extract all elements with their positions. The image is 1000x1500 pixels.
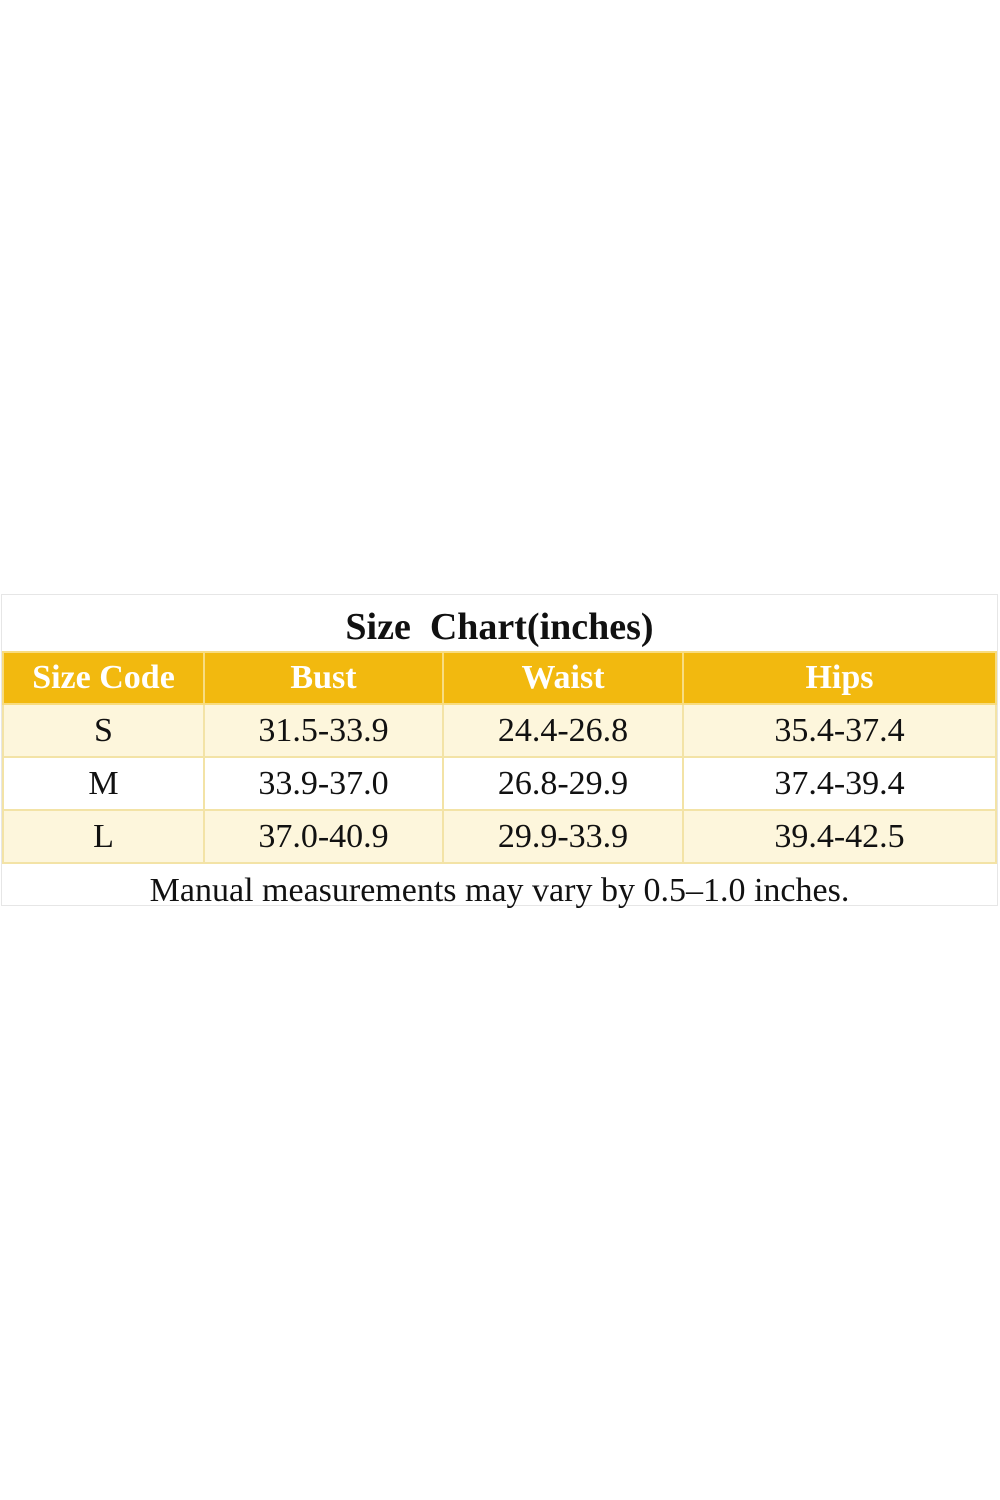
footer-note: Manual measurements may vary by 0.5–1.0 … — [149, 872, 850, 909]
table-cell: S — [2, 703, 205, 758]
table-cell: L — [2, 809, 205, 864]
table-cell: 31.5-33.9 — [203, 703, 444, 758]
column-header: Waist — [442, 651, 684, 705]
table-cell: 37.4-39.4 — [682, 756, 997, 811]
table-cell: 29.9-33.9 — [442, 809, 684, 864]
header-row: Size Code Bust Waist Hips — [2, 651, 997, 705]
table-row: S 31.5-33.9 24.4-26.8 35.4-37.4 — [2, 703, 997, 758]
size-chart: Size Chart(inches) Size Code Bust Waist Hip… — [1, 594, 998, 909]
table-cell: 39.4-42.5 — [682, 809, 997, 864]
table-cell: M — [2, 756, 205, 811]
table-row: L 37.0-40.9 29.9-33.9 39.4-42.5 — [2, 809, 997, 864]
size-table: Size Code Bust Waist Hips S 31.5-33.9 24.4-26… — [2, 651, 997, 864]
table-cell: 26.8-29.9 — [442, 756, 684, 811]
table-row: M 33.9-37.0 26.8-29.9 37.4-39.4 — [2, 756, 997, 811]
table-cell: 24.4-26.8 — [442, 703, 684, 758]
table-body: S 31.5-33.9 24.4-26.8 35.4-37.4 M 33.9-37.0 26… — [2, 703, 997, 864]
table-cell: 33.9-37.0 — [203, 756, 444, 811]
table-cell: 37.0-40.9 — [203, 809, 444, 864]
table-cell: 35.4-37.4 — [682, 703, 997, 758]
column-header: Bust — [203, 651, 444, 705]
column-header: Size Code — [2, 651, 205, 705]
column-header: Hips — [682, 651, 997, 705]
chart-title: Size Chart(inches) — [345, 606, 654, 648]
